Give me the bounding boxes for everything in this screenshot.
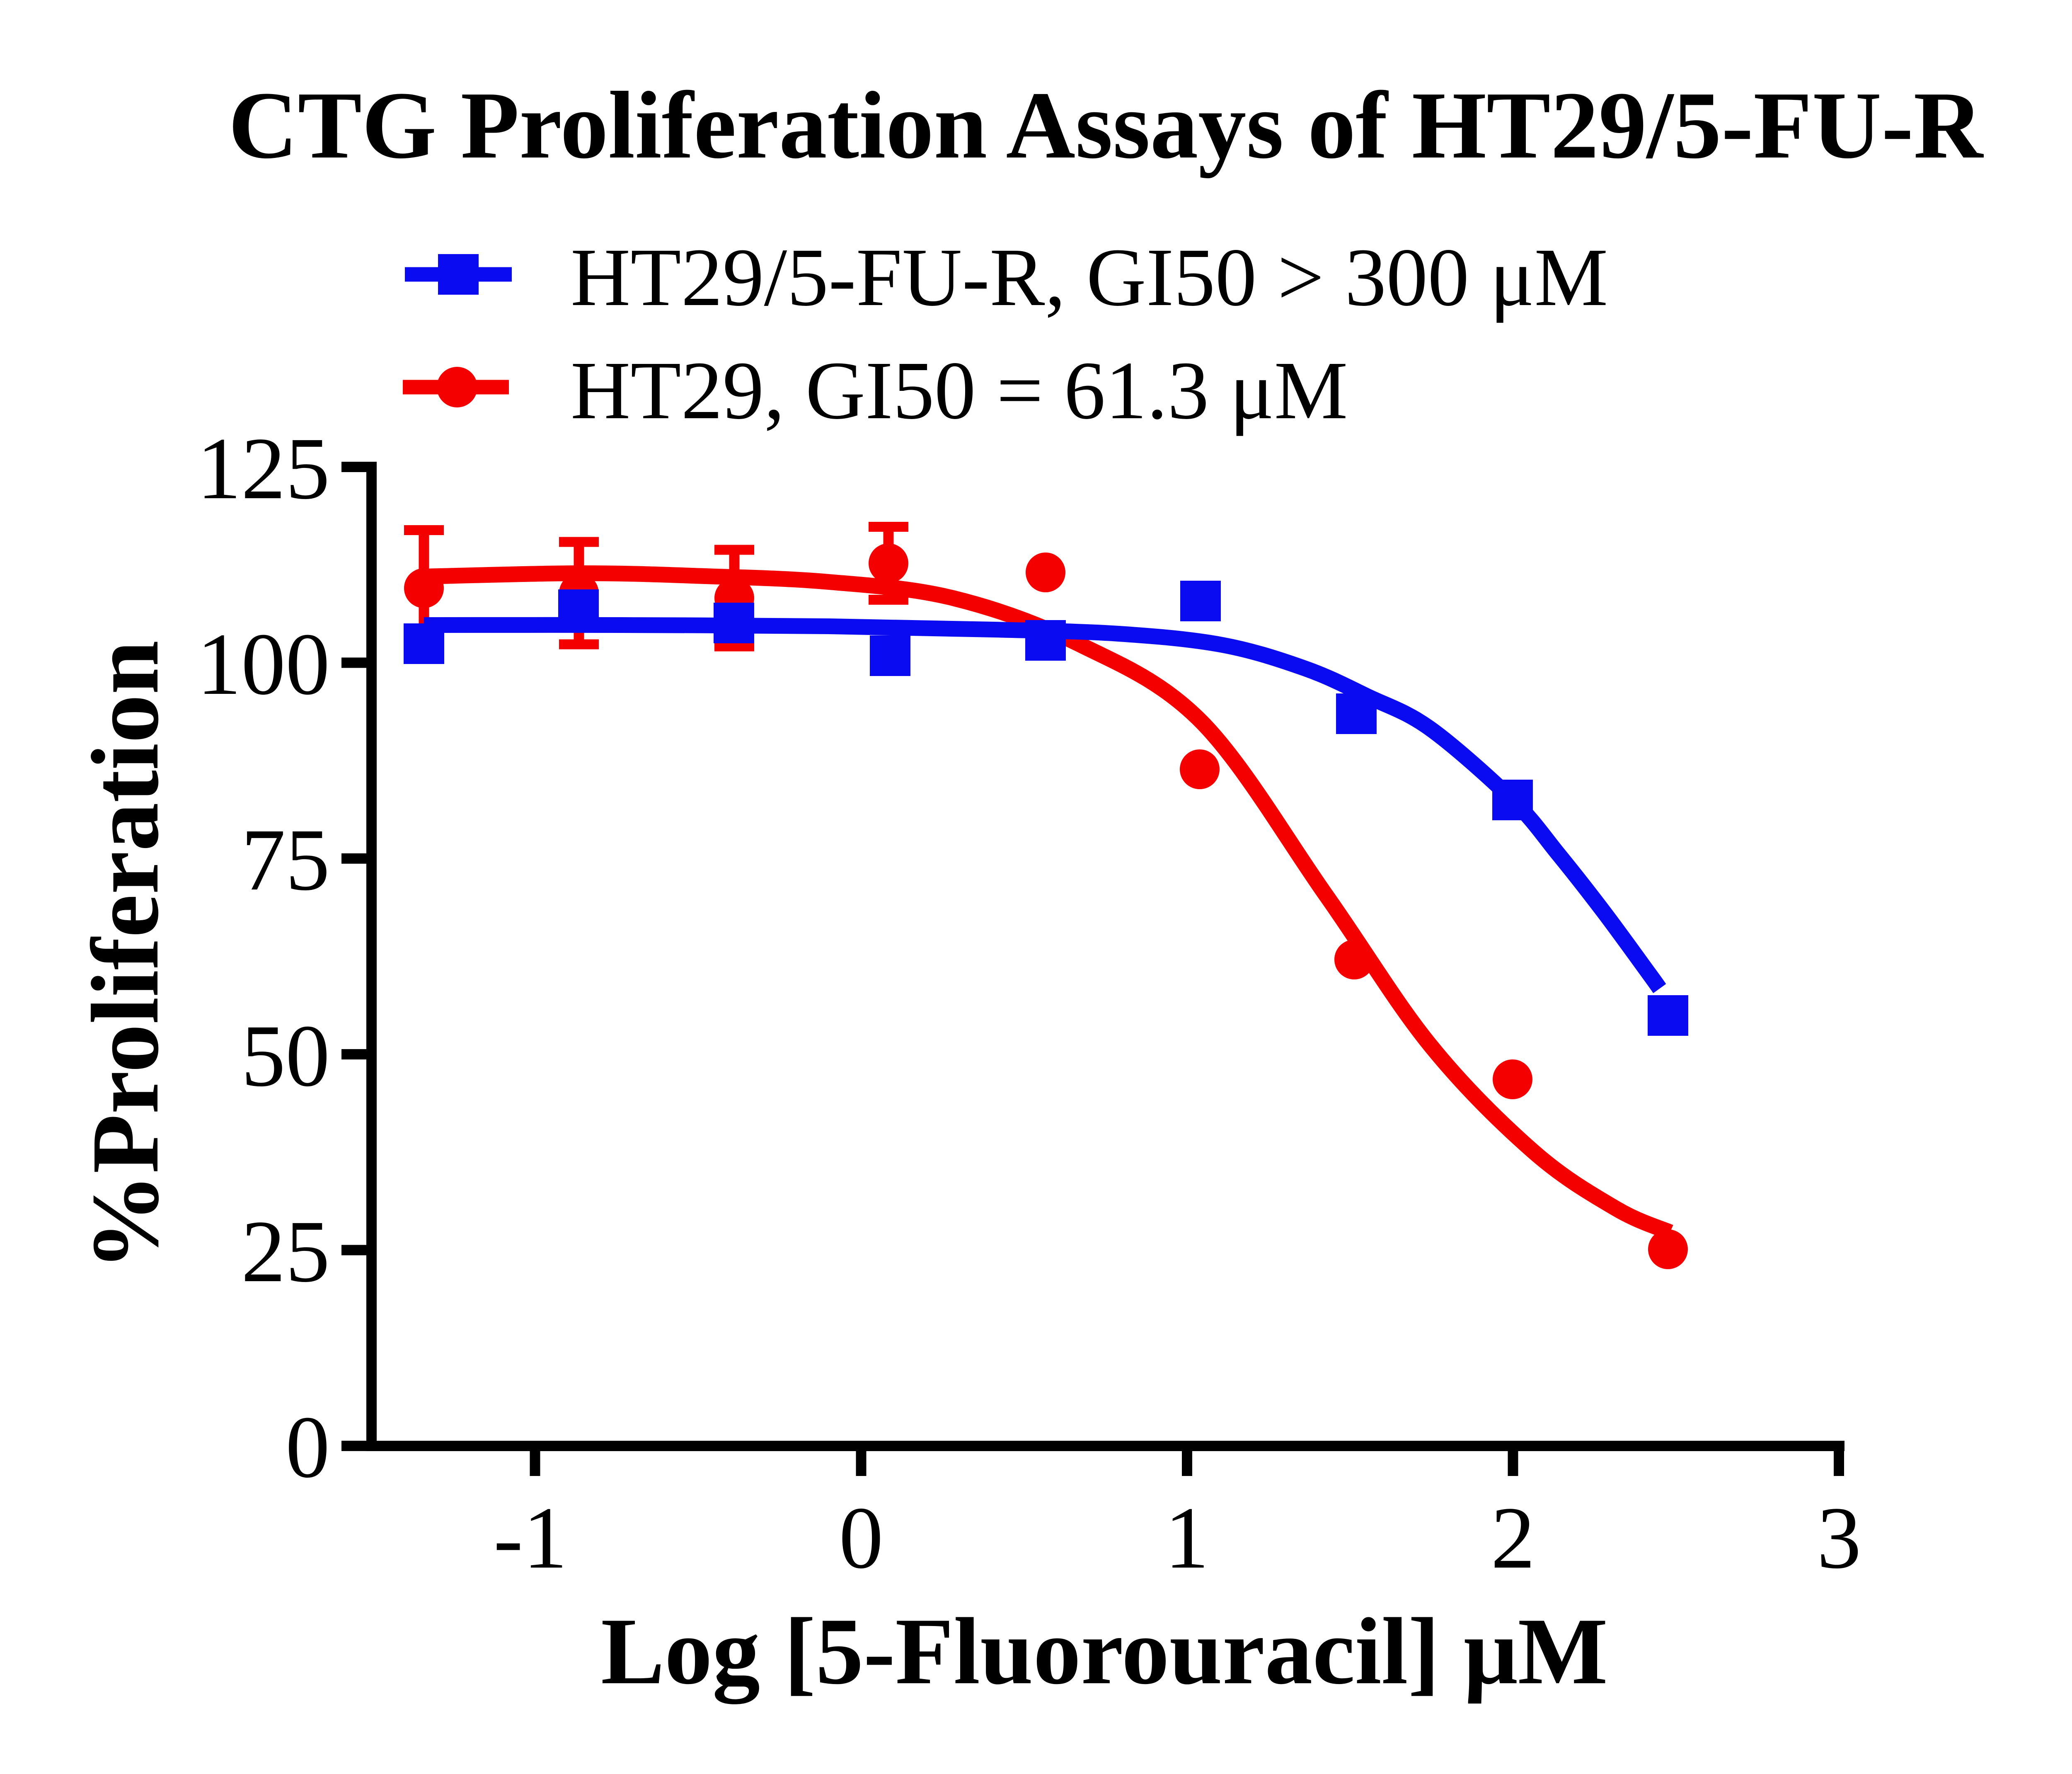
svg-text:Log [5-Fluorouracil] μM: Log [5-Fluorouracil] μM <box>601 1598 1608 1704</box>
svg-text:HT29/5-FU-R, GI50 > 300 μM: HT29/5-FU-R, GI50 > 300 μM <box>571 232 1608 323</box>
svg-text:-1: -1 <box>494 1489 567 1587</box>
svg-text:1: 1 <box>1165 1489 1209 1587</box>
svg-text:CTG Proliferation Assays of HT: CTG Proliferation Assays of HT29/5-FU-R <box>228 72 1984 179</box>
svg-text:2: 2 <box>1491 1489 1535 1587</box>
svg-text:100: 100 <box>197 615 330 713</box>
svg-text:3: 3 <box>1817 1489 1861 1587</box>
svg-text:HT29, GI50 = 61.3 μM: HT29, GI50 = 61.3 μM <box>571 345 1348 436</box>
svg-text:0: 0 <box>286 1398 330 1496</box>
svg-text:50: 50 <box>241 1007 330 1105</box>
svg-text:%Proliferation: %Proliferation <box>72 640 179 1271</box>
svg-text:25: 25 <box>241 1202 330 1301</box>
svg-text:0: 0 <box>839 1489 884 1587</box>
svg-text:75: 75 <box>241 811 330 909</box>
svg-text:125: 125 <box>197 419 330 518</box>
